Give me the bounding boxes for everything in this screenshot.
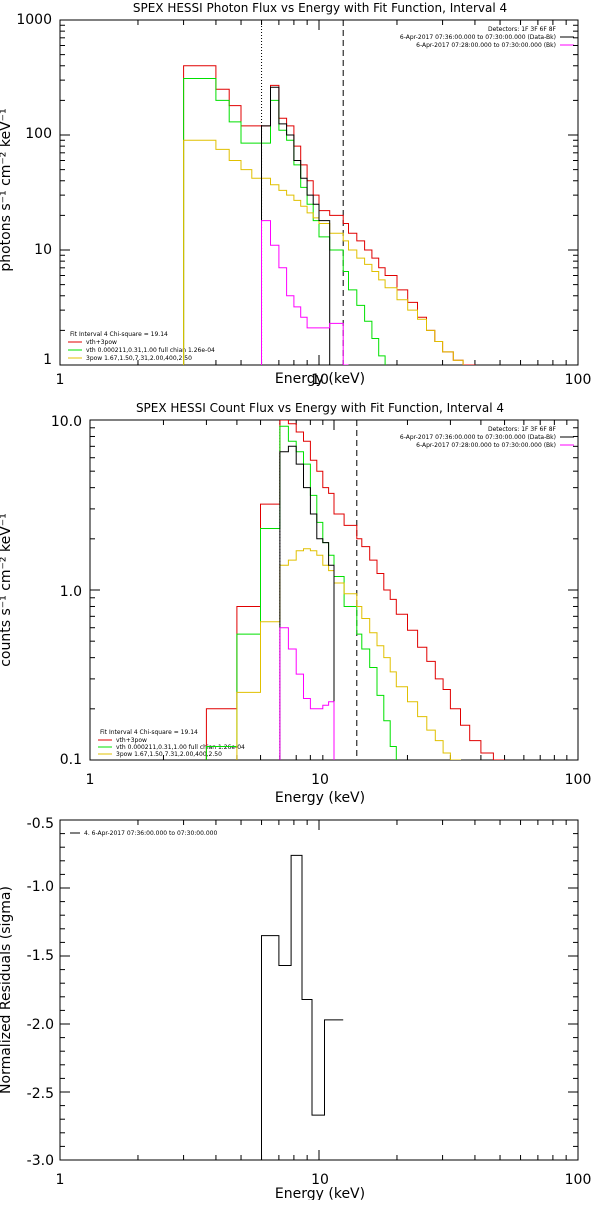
- y-tick-label: 1: [43, 352, 52, 368]
- y-tick-label: -1.5: [27, 948, 54, 964]
- y-tick-label: 1.0: [60, 584, 82, 600]
- series-total-line: [205, 420, 505, 760]
- x-tick-label: 10: [311, 372, 329, 388]
- x-tick-label: 10: [311, 1172, 329, 1188]
- plot-frame: [59, 819, 579, 1161]
- count-flux-panel: SPEX HESSI Count Flux vs Energy with Fit…: [0, 401, 592, 806]
- x-tick-label: 1: [86, 772, 95, 788]
- fit-info: Fit Interval 4 Chi-square = 19.14: [70, 331, 168, 338]
- panel-title: SPEX HESSI Photon Flux vs Energy with Fi…: [133, 1, 507, 15]
- legend-pow-label: 3pow 1.67,1.50,7.31,2.00,400,2.50: [116, 751, 222, 758]
- header-detectors: Detectors: 1F 3F 6F 8F: [488, 26, 557, 33]
- series-group: [261, 854, 344, 1160]
- series-pow-line: [236, 548, 461, 760]
- legend-total-label: vth+3pow: [116, 737, 147, 744]
- series-group: [183, 65, 476, 365]
- x-axis-label: Energy (keV): [275, 790, 365, 806]
- legend-vth-label: vth 0.000211,0.31,1.00 full chian 1.26e-…: [86, 347, 215, 354]
- x-tick-label: 100: [565, 372, 592, 388]
- tick-marks: [59, 819, 578, 1161]
- y-tick-label: -1.0: [27, 879, 54, 895]
- plot-frame: [59, 19, 579, 366]
- legend-total-label: vth+3pow: [86, 339, 117, 346]
- y-tick-label: -3.0: [27, 1153, 54, 1169]
- y-tick-label: 10.0: [51, 414, 82, 430]
- header-data-interval: 6-Apr-2017 07:36:00.000 to 07:30:00.000 …: [400, 434, 556, 441]
- series-bk-line: [261, 220, 349, 365]
- photon-flux-panel: SPEX HESSI Photon Flux vs Energy with Fi…: [0, 1, 592, 388]
- series-pow-line: [183, 139, 464, 365]
- series-data-line: [279, 445, 345, 760]
- series-vth-line: [205, 425, 397, 760]
- panel-title: SPEX HESSI Count Flux vs Energy with Fit…: [136, 401, 504, 415]
- y-axis-label: Normalized Residuals (sigma): [0, 886, 14, 1094]
- x-tick-label: 1: [56, 372, 65, 388]
- plot-area: [59, 19, 579, 366]
- header-data-interval: 6-Apr-2017 07:36:00.000 to 07:30:00.000 …: [400, 34, 556, 41]
- x-axis-label: Energy (keV): [275, 371, 365, 387]
- series-group: [205, 420, 505, 760]
- x-tick-label: 1: [56, 1172, 65, 1188]
- y-tick-label: -0.5: [27, 816, 54, 832]
- y-tick-label: 100: [25, 126, 52, 142]
- x-tick-label: 10: [311, 772, 329, 788]
- fit-info: Fit Interval 4 Chi-square = 19.14: [100, 729, 198, 736]
- x-tick-label: 100: [565, 772, 592, 788]
- y-tick-label: -2.5: [27, 1086, 54, 1102]
- x-tick-label: 100: [565, 1172, 592, 1188]
- legend-label: 4. 6-Apr-2017 07:36:00.000 to 07:30:00.0…: [84, 830, 217, 837]
- plot-area: [59, 819, 579, 1161]
- y-tick-label: 10: [34, 242, 52, 258]
- y-tick-label: 0.1: [60, 752, 82, 768]
- y-axis-label: photons s⁻¹ cm⁻² keV⁻¹: [0, 108, 14, 271]
- plot-area: [89, 419, 579, 761]
- x-axis-label: Energy (keV): [275, 1186, 365, 1200]
- y-tick-label: -2.0: [27, 1017, 54, 1033]
- legend-pow-label: 3pow 1.67,1.50,7.31,2.00,400,2.50: [86, 355, 192, 362]
- header-detectors: Detectors: 1F 3F 6F 8F: [488, 426, 557, 433]
- residuals-panel: Normalized Residuals (sigma) Energy (keV…: [0, 816, 592, 1202]
- header-bk-interval: 6-Apr-2017 07:28:00.000 to 07:30:00.000 …: [416, 442, 556, 449]
- legend-vth-label: vth 0.000211,0.31,1.00 full chian 1.26e-…: [116, 744, 245, 751]
- tick-marks: [59, 20, 578, 366]
- y-axis-label: counts s⁻¹ cm⁻² keV⁻¹: [0, 513, 14, 667]
- y-tick-label: 1000: [16, 12, 52, 28]
- series-bk-line: [279, 627, 335, 760]
- series-data-line: [261, 86, 344, 365]
- series-data-line: [261, 854, 344, 1160]
- header-bk-interval: 6-Apr-2017 07:28:00.000 to 07:30:00.000 …: [416, 42, 556, 49]
